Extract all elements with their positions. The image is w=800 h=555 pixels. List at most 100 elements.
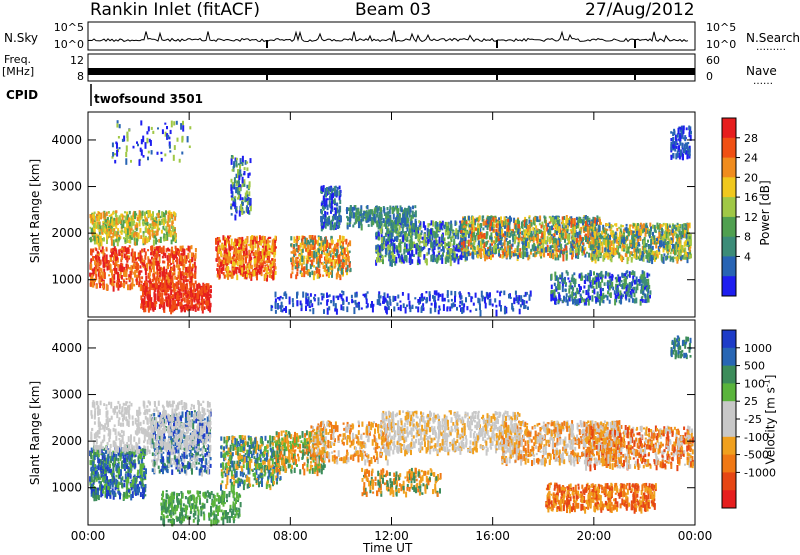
nsky-tick-top: 10^5 (54, 21, 84, 34)
heat-cell (233, 252, 235, 255)
nsky-panel: 10^510^010^510^0 (54, 21, 736, 51)
heat-cell (554, 220, 556, 225)
heat-cell (550, 245, 552, 249)
heat-cell (154, 247, 156, 249)
heat-cell (658, 232, 660, 239)
heat-cell (146, 237, 148, 243)
heat-cell (159, 291, 161, 294)
heat-cell (461, 220, 463, 223)
heat-cell (171, 214, 173, 219)
heat-cell (169, 286, 171, 289)
heat-cell (612, 240, 614, 244)
heat-cell (476, 218, 478, 222)
heat-cell (240, 251, 242, 255)
heat-cell (345, 259, 347, 265)
heat-cell (203, 284, 205, 291)
heat-cell (225, 250, 227, 253)
heat-cell (115, 213, 117, 217)
heat-cell (108, 211, 110, 214)
heat-cell (528, 242, 530, 249)
heat-cell (96, 284, 98, 288)
heat-cell (188, 271, 190, 277)
heat-cell (261, 266, 263, 268)
heat-cell (102, 257, 104, 262)
heat-cell (137, 267, 139, 270)
heat-cell (564, 230, 566, 233)
heat-cell (119, 231, 121, 234)
heat-cell (495, 244, 497, 248)
heat-cell (142, 219, 144, 221)
heat-cell (525, 237, 527, 240)
heat-cell (302, 236, 304, 239)
heat-cell (205, 301, 207, 306)
heat-cell (338, 259, 340, 264)
heat-cell (589, 220, 591, 225)
heat-cell (94, 236, 96, 242)
heat-cell (178, 253, 180, 257)
heat-cell (381, 242, 383, 249)
heat-cell (549, 226, 551, 230)
heat-cell (339, 274, 341, 278)
heat-cell (114, 231, 116, 234)
heat-cell (630, 230, 632, 235)
heat-cell (539, 239, 541, 242)
heat-cell (191, 245, 193, 249)
heat-cell (170, 231, 172, 238)
heat-cell (530, 220, 532, 223)
heat-cell (494, 216, 496, 218)
heat-cell (506, 232, 508, 237)
heat-cell (188, 246, 190, 252)
heat-cell (657, 225, 659, 230)
heat-cell (130, 218, 132, 221)
heat-cell (440, 223, 442, 229)
heat-cell (147, 256, 149, 259)
heat-cell (121, 250, 123, 253)
heat-cell (108, 226, 110, 228)
heat-cell (187, 294, 189, 296)
heat-cell (601, 231, 603, 235)
heat-cell (517, 255, 519, 259)
heat-cell (461, 242, 463, 245)
heat-cell (254, 258, 256, 264)
heat-cell (621, 237, 623, 239)
heat-cell (121, 230, 123, 233)
heat-cell (258, 248, 260, 251)
heat-cell (646, 250, 648, 253)
heat-cell (626, 224, 628, 226)
heat-cell (626, 227, 628, 231)
heat-cell (216, 268, 218, 271)
heat-cell (377, 252, 379, 257)
heat-cell (504, 244, 506, 247)
heat-cell (618, 227, 620, 229)
heat-cell (154, 304, 156, 307)
heat-cell (592, 248, 594, 250)
heat-cell (193, 287, 195, 292)
heat-cell (176, 304, 178, 306)
heat-cell (549, 230, 551, 235)
heat-cell (598, 243, 600, 247)
heat-cell (333, 259, 335, 266)
heat-cell (251, 265, 253, 269)
heat-cell (215, 238, 217, 245)
heat-cell (140, 235, 142, 239)
heat-cell (191, 305, 193, 307)
heat-cell (498, 253, 500, 257)
heat-cell (626, 236, 628, 240)
heat-cell (235, 259, 237, 262)
heat-cell (534, 217, 536, 221)
heat-cell (450, 243, 452, 246)
heat-cell (631, 257, 633, 260)
heat-cell (326, 242, 328, 248)
heat-cell (253, 270, 255, 277)
heat-cell (92, 214, 94, 218)
heat-cell (100, 250, 102, 252)
heat-cell (619, 245, 621, 249)
heat-cell (129, 235, 131, 238)
heat-cell (482, 215, 484, 218)
heat-cell (574, 226, 576, 232)
heat-cell (578, 242, 580, 246)
heat-cell (527, 225, 529, 232)
heat-cell (469, 224, 471, 227)
heat-cell (532, 244, 534, 249)
heat-cell (383, 239, 385, 241)
